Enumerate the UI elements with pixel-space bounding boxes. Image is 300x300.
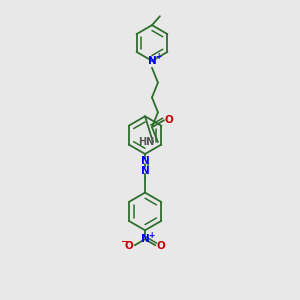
- Text: N: N: [141, 166, 149, 176]
- Text: N: N: [148, 56, 156, 66]
- Text: O: O: [157, 241, 165, 251]
- Text: HN: HN: [138, 137, 154, 147]
- Text: O: O: [125, 241, 134, 251]
- Text: N: N: [141, 234, 149, 244]
- Text: +: +: [155, 52, 161, 62]
- Text: +: +: [148, 231, 154, 240]
- Text: −: −: [120, 237, 128, 246]
- Text: N: N: [141, 156, 149, 166]
- Text: O: O: [165, 115, 173, 125]
